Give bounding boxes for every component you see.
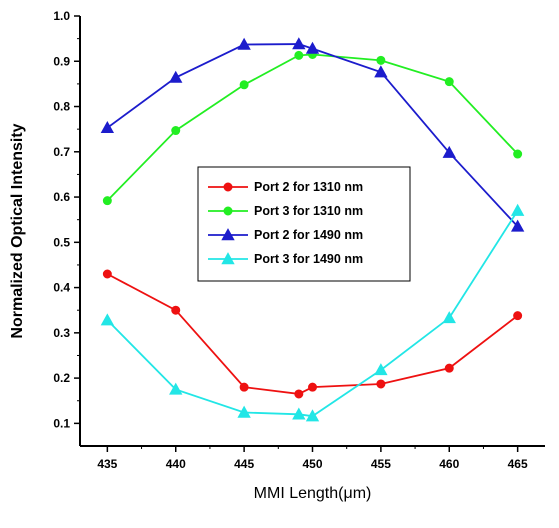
y-tick-label: 0.5 — [53, 235, 70, 249]
data-point — [513, 149, 523, 159]
x-tick-label: 435 — [97, 457, 117, 471]
legend-label: Port 2 for 1310 nm — [254, 180, 363, 194]
data-point — [102, 269, 112, 279]
y-tick-label: 0.9 — [53, 54, 70, 68]
ticks: 0.1 0.2 0.3 0.4 0.5 0.6 0.7 0.8 0.9 1.0 435 440 445 4… — [53, 9, 528, 471]
y-tick-label: 0.7 — [53, 145, 70, 159]
data-point — [305, 41, 320, 54]
legend-item: Port 2 for 1490 nm — [208, 228, 363, 242]
series-line — [106, 53, 519, 202]
x-tick-label: 465 — [508, 457, 528, 471]
y-axis-title: Normalized Optical Intensity — [9, 123, 26, 338]
data-point — [294, 50, 304, 60]
data-point — [237, 405, 251, 418]
x-tick-label: 440 — [166, 457, 186, 471]
series-2 — [102, 49, 523, 206]
data-point — [444, 77, 454, 87]
legend-item: Port 3 for 1490 nm — [208, 252, 363, 266]
data-point — [102, 196, 112, 206]
x-axis-title: MMI Length(μm) — [254, 485, 372, 502]
series-1 — [102, 269, 523, 399]
series-3 — [100, 37, 525, 232]
y-tick-label: 0.3 — [53, 326, 70, 340]
legend-label: Port 3 for 1490 nm — [254, 252, 363, 266]
data-point — [171, 305, 181, 315]
y-tick-label: 0.2 — [53, 371, 70, 385]
legend-marker — [221, 252, 235, 265]
data-point — [444, 363, 454, 373]
data-point — [305, 409, 320, 422]
data-point — [308, 382, 317, 392]
y-tick-label: 0.8 — [53, 100, 70, 114]
series-line — [106, 210, 519, 418]
y-tick-label: 0.4 — [53, 281, 70, 295]
data-point — [513, 311, 523, 321]
data-point — [376, 55, 386, 65]
data-point — [510, 203, 525, 216]
legend-item: Port 3 for 1310 nm — [208, 204, 363, 218]
data-point — [442, 311, 456, 324]
legend-item: Port 2 for 1310 nm — [208, 180, 363, 194]
legend-label: Port 2 for 1490 nm — [254, 228, 363, 242]
series-lines — [100, 37, 525, 422]
y-tick-label: 1.0 — [53, 9, 70, 23]
data-point — [100, 120, 115, 134]
legend: Port 2 for 1310 nm Port 3 for 1310 nm Port… — [197, 166, 411, 282]
data-point — [169, 70, 183, 83]
data-point — [294, 389, 304, 399]
data-point — [100, 313, 115, 326]
data-point — [374, 65, 388, 78]
data-point — [292, 407, 306, 420]
data-point — [510, 219, 525, 232]
x-tick-label: 455 — [371, 457, 391, 471]
series-line — [106, 273, 519, 395]
y-tick-label: 0.6 — [53, 190, 70, 204]
legend-label: Port 3 for 1310 nm — [254, 204, 363, 218]
data-point — [442, 145, 456, 158]
x-tick-label: 450 — [302, 457, 322, 471]
series-4 — [100, 203, 525, 422]
data-point — [292, 37, 306, 50]
legend-marker — [223, 206, 233, 216]
data-point — [169, 382, 183, 395]
legend-marker — [223, 182, 233, 192]
y-tick-label: 0.1 — [53, 416, 70, 430]
data-point — [376, 379, 386, 389]
data-point — [237, 37, 251, 50]
data-point — [374, 363, 388, 376]
data-point — [239, 382, 249, 392]
legend-marker — [221, 228, 235, 241]
data-point — [171, 126, 181, 136]
x-tick-label: 460 — [439, 457, 459, 471]
x-tick-label: 445 — [234, 457, 254, 471]
data-point — [239, 80, 249, 90]
series-line — [106, 43, 519, 228]
